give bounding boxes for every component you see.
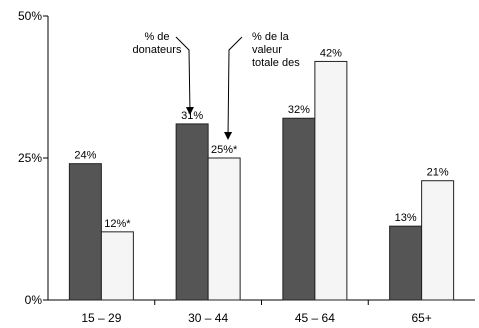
bar-series-2	[100, 231, 134, 301]
bar-series-2	[207, 157, 241, 301]
data-label: 24%	[74, 150, 96, 162]
data-label: 31%	[181, 110, 203, 122]
y-tick-label: 0%	[25, 293, 43, 307]
data-label: 25%*	[211, 144, 238, 156]
data-label: 42%	[320, 47, 342, 59]
bar-series-1	[175, 123, 209, 301]
data-label: 12%*	[104, 218, 131, 230]
bar-series-2	[421, 180, 455, 301]
bar-series-2	[314, 60, 348, 301]
bar-series-1	[389, 225, 423, 301]
y-tick-label: 50%	[18, 9, 42, 23]
annotation-text: donateurs	[133, 44, 182, 56]
annotation-text: totale des	[252, 57, 300, 69]
annotation-arrow	[175, 36, 194, 115]
data-label: 32%	[288, 104, 310, 116]
x-tick-label: 45 – 64	[295, 311, 335, 325]
annotation-text: % de la	[252, 31, 290, 43]
bar-series-1	[282, 117, 316, 301]
bar-series-1	[68, 163, 102, 301]
annotation-arrow	[224, 36, 243, 140]
data-label: 21%	[427, 167, 449, 179]
x-tick-label: 30 – 44	[188, 311, 228, 325]
x-tick-label: 15 – 29	[81, 311, 121, 325]
annotation-text: % de	[144, 31, 169, 43]
x-tick-label: 65+	[411, 311, 431, 325]
data-label: 13%	[395, 212, 417, 224]
annotation-text: valeur	[252, 44, 282, 56]
y-tick-label: 25%	[18, 151, 42, 165]
